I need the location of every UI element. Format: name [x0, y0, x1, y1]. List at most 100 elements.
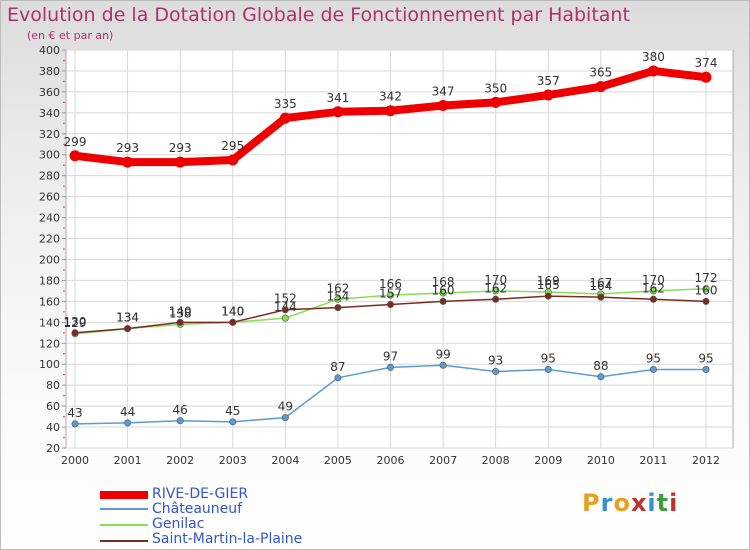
data-label: 49	[278, 400, 293, 414]
data-point	[439, 361, 447, 369]
y-tick-label: 400	[39, 44, 60, 57]
logo-letter: o	[613, 489, 631, 517]
data-point	[702, 297, 710, 305]
logo-letter: x	[630, 489, 648, 517]
x-tick-label: 2010	[587, 454, 615, 467]
data-label: 140	[221, 304, 244, 318]
data-label: 95	[646, 351, 661, 365]
data-point	[702, 365, 710, 373]
y-minor-dot	[63, 373, 65, 376]
data-label: 341	[326, 91, 349, 105]
data-label: 130	[64, 315, 87, 329]
data-point	[386, 291, 394, 299]
data-point	[334, 374, 342, 382]
y-minor-dot	[63, 143, 65, 146]
data-label: 93	[488, 354, 503, 368]
data-point	[71, 420, 79, 428]
data-label: 46	[173, 403, 188, 417]
y-minor-dot	[63, 394, 65, 397]
y-tick-label: 140	[39, 316, 60, 329]
y-tick-label: 280	[39, 170, 60, 183]
data-label: 129	[64, 316, 87, 330]
data-point	[386, 301, 394, 309]
data-label: 169	[537, 274, 560, 288]
data-label: 342	[379, 90, 402, 104]
data-point	[174, 156, 186, 168]
data-label: 167	[589, 276, 612, 290]
data-label: 164	[589, 279, 612, 293]
data-label: 140	[169, 304, 192, 318]
data-point	[700, 71, 712, 83]
data-label: 140	[221, 304, 244, 318]
proxiti-logo: Proxiti	[582, 489, 678, 517]
y-tick-label: 240	[39, 212, 60, 225]
y-minor-dot	[63, 331, 65, 334]
y-minor-dot	[63, 164, 65, 167]
y-tick-label: 40	[46, 421, 60, 434]
legend-swatch-saint-martin	[100, 540, 148, 542]
y-tick-label: 80	[46, 379, 60, 392]
data-label: 162	[326, 281, 349, 295]
data-label: 99	[435, 347, 450, 361]
y-tick-label: 120	[39, 337, 60, 350]
y-tick-label: 380	[39, 65, 60, 78]
logo-letter: i	[647, 489, 657, 517]
y-minor-dot	[63, 59, 65, 62]
y-minor-dot	[63, 415, 65, 418]
data-point	[334, 295, 342, 303]
x-tick-label: 2011	[639, 454, 667, 467]
data-point	[332, 106, 344, 118]
data-point	[122, 156, 134, 168]
data-label: 134	[116, 311, 139, 325]
y-minor-dot	[63, 311, 65, 313]
data-label: 365	[589, 66, 612, 80]
data-label: 160	[695, 283, 718, 297]
data-point	[439, 297, 447, 305]
data-label: 350	[484, 81, 507, 95]
data-point	[595, 81, 607, 93]
data-label: 357	[537, 74, 560, 88]
legend-label-saint-martin: Saint-Martin-la-Plaine	[152, 531, 303, 547]
y-tick-label: 220	[39, 233, 60, 246]
y-tick-label: 160	[39, 295, 60, 308]
data-point	[281, 414, 289, 422]
x-tick-label: 2000	[61, 454, 89, 467]
data-point	[437, 100, 449, 112]
data-label: 162	[484, 281, 507, 295]
data-point	[281, 314, 289, 322]
data-point	[492, 295, 500, 303]
data-label: 43	[67, 406, 82, 420]
y-tick-label: 180	[39, 274, 60, 287]
legend-swatch-rive-de-gier	[100, 491, 148, 499]
y-tick-label: 320	[39, 128, 60, 141]
x-tick-label: 2007	[429, 454, 457, 467]
y-minor-dot	[63, 248, 65, 250]
data-point	[334, 304, 342, 312]
x-tick-label: 2003	[219, 454, 247, 467]
y-tick-label: 360	[39, 86, 60, 99]
data-point	[542, 89, 554, 101]
data-label: 97	[383, 349, 398, 363]
data-point	[69, 150, 81, 162]
legend-swatch-chateauneuf	[100, 508, 148, 510]
legend-label-genilac: Genilac	[152, 516, 205, 532]
x-tick-label: 2009	[534, 454, 562, 467]
data-label: 138	[169, 306, 192, 320]
x-tick-label: 2002	[166, 454, 194, 467]
data-label: 293	[116, 141, 139, 155]
data-label: 168	[432, 275, 455, 289]
data-point	[229, 418, 237, 426]
data-label: 87	[330, 360, 345, 374]
y-minor-dot	[63, 290, 65, 292]
x-tick-label: 2008	[482, 454, 510, 467]
data-point	[490, 96, 502, 108]
y-tick-label: 340	[39, 107, 60, 120]
data-point	[492, 368, 500, 376]
data-label: 134	[116, 311, 139, 325]
data-point	[439, 289, 447, 297]
data-label: 170	[484, 273, 507, 287]
x-tick-label: 2004	[271, 454, 299, 467]
y-tick-label: 60	[46, 400, 60, 413]
y-minor-dot	[63, 101, 65, 104]
